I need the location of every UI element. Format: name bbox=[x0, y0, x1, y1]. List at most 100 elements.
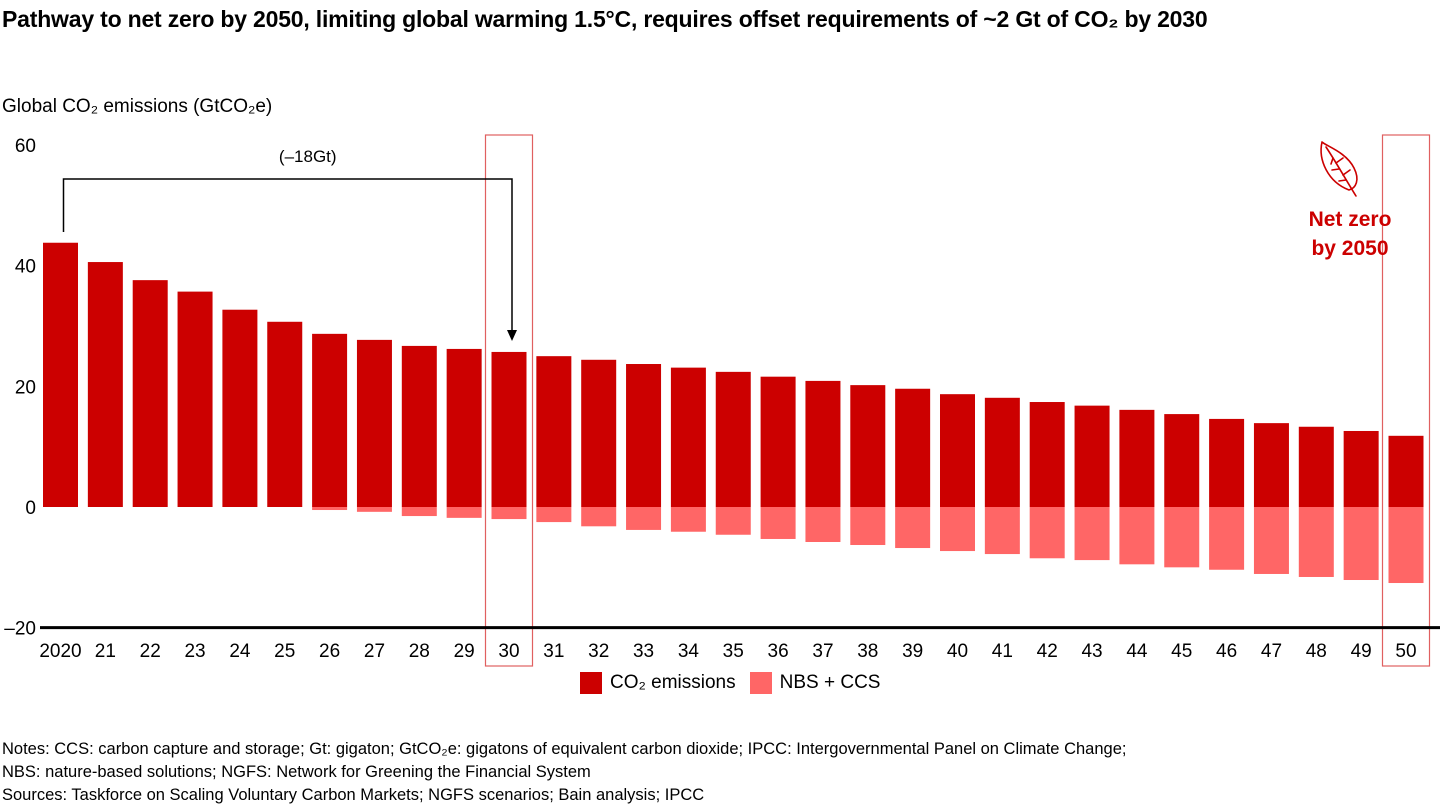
bar-co2-49 bbox=[1343, 430, 1379, 507]
bar-co2-30 bbox=[491, 351, 527, 507]
bar-co2-28 bbox=[401, 345, 437, 507]
highlight-boxes bbox=[484, 134, 1431, 667]
x-tick-label: 26 bbox=[319, 641, 340, 662]
legend-item-co2: CO₂ emissions bbox=[580, 672, 736, 694]
legend-swatch-nbs bbox=[749, 672, 772, 694]
bar-nbs-39 bbox=[895, 507, 931, 549]
legend-item-nbs: NBS + CCS bbox=[749, 672, 881, 694]
x-tick-label: 21 bbox=[95, 641, 116, 662]
x-axis-ticks: 2020 21 22 23 24 25 26 27 28 29 30 31 32 33 34 35 36 37 38… bbox=[39, 641, 1416, 662]
bar-co2-41 bbox=[984, 397, 1020, 507]
highlight-box-50 bbox=[1381, 134, 1431, 667]
y-tick-label: 20 bbox=[15, 377, 36, 398]
bar-co2-26 bbox=[312, 333, 348, 507]
x-tick-label: 34 bbox=[678, 641, 700, 662]
x-tick-label: 47 bbox=[1261, 641, 1282, 662]
x-tick-label: 32 bbox=[588, 641, 609, 662]
x-tick-label: 33 bbox=[633, 641, 654, 662]
bar-nbs-41 bbox=[984, 507, 1020, 555]
bar-nbs-33 bbox=[626, 507, 662, 530]
bar-co2-31 bbox=[536, 356, 572, 507]
bar-co2-44 bbox=[1119, 409, 1155, 507]
bar-nbs-46 bbox=[1209, 507, 1245, 570]
x-tick-label: 27 bbox=[364, 641, 385, 662]
bar-co2-39 bbox=[895, 388, 931, 507]
x-tick-label: 28 bbox=[409, 641, 430, 662]
bar-co2-2020 bbox=[43, 242, 78, 508]
chart-area: 60 40 20 0 –20 2020 21 22 23 24 25 26 27 28 29 30 31 32 3… bbox=[4, 134, 1440, 667]
bar-nbs-45 bbox=[1164, 507, 1200, 568]
highlight-box-30 bbox=[484, 134, 534, 667]
x-tick-label: 25 bbox=[274, 641, 295, 662]
bar-co2-46 bbox=[1209, 418, 1245, 507]
bar-nbs-50 bbox=[1388, 507, 1424, 584]
legend-label-nbs: NBS + CCS bbox=[779, 672, 881, 693]
y-tick-label: 0 bbox=[25, 498, 36, 519]
y-tick-label: 40 bbox=[15, 257, 36, 278]
bar-nbs-28 bbox=[401, 507, 437, 517]
notes-line-1: Notes: CCS: carbon capture and storage; … bbox=[2, 740, 1127, 758]
x-tick-label: 49 bbox=[1351, 641, 1372, 662]
x-tick-label: 2020 bbox=[39, 641, 81, 662]
bar-nbs-27 bbox=[356, 507, 392, 512]
reduction-bracket: (–18Gt) bbox=[62, 147, 517, 341]
legend-swatch-co2 bbox=[580, 672, 602, 694]
y-axis-ticks: 60 40 20 0 –20 bbox=[4, 136, 36, 640]
bar-nbs-49 bbox=[1343, 507, 1379, 581]
bar-nbs-26 bbox=[312, 507, 348, 511]
net-zero-callout: Net zero by 2050 bbox=[1300, 205, 1400, 263]
x-tick-label: 48 bbox=[1306, 641, 1327, 662]
x-tick-label: 31 bbox=[543, 641, 564, 662]
bar-co2-25 bbox=[267, 321, 303, 507]
x-tick-label: 43 bbox=[1081, 641, 1102, 662]
bar-nbs-34 bbox=[670, 507, 706, 532]
notes-line-2: NBS: nature-based solutions; NGFS: Netwo… bbox=[2, 763, 591, 781]
x-tick-label: 23 bbox=[184, 641, 205, 662]
bar-nbs-30 bbox=[491, 507, 527, 520]
legend: CO₂ emissions NBS + CCS bbox=[580, 672, 894, 694]
x-tick-label: 36 bbox=[768, 641, 789, 662]
leaf-icon bbox=[1320, 141, 1358, 197]
bar-co2-42 bbox=[1029, 402, 1065, 507]
x-tick-label: 37 bbox=[812, 641, 833, 662]
bar-nbs-29 bbox=[446, 507, 482, 518]
bar-nbs-43 bbox=[1074, 507, 1110, 561]
bar-co2-37 bbox=[805, 380, 841, 507]
bar-co2-34 bbox=[670, 367, 706, 507]
x-tick-label: 46 bbox=[1216, 641, 1237, 662]
bar-co2-45 bbox=[1164, 414, 1200, 507]
x-tick-label: 29 bbox=[454, 641, 475, 662]
y-axis-label: Global CO₂ emissions (GtCO₂e) bbox=[2, 96, 273, 117]
bar-co2-38 bbox=[850, 385, 886, 507]
x-tick-label: 45 bbox=[1171, 641, 1192, 662]
legend-label-co2: CO₂ emissions bbox=[610, 672, 736, 693]
bar-co2-33 bbox=[626, 364, 662, 507]
chart-title: Pathway to net zero by 2050, limiting gl… bbox=[2, 6, 1208, 32]
sources-line: Sources: Taskforce on Scaling Voluntary … bbox=[2, 786, 705, 804]
bar-co2-32 bbox=[581, 359, 617, 507]
x-tick-label: 30 bbox=[498, 641, 519, 662]
bar-co2-22 bbox=[132, 280, 168, 507]
bar-co2-48 bbox=[1298, 426, 1334, 507]
bar-nbs-44 bbox=[1119, 507, 1155, 565]
bar-nbs-31 bbox=[536, 507, 572, 523]
bracket-label: (–18Gt) bbox=[279, 147, 337, 166]
x-tick-label: 40 bbox=[947, 641, 968, 662]
bar-nbs-35 bbox=[715, 507, 751, 535]
bar-co2-36 bbox=[760, 376, 796, 507]
x-tick-label: 42 bbox=[1037, 641, 1058, 662]
bars bbox=[43, 242, 1424, 584]
x-tick-label: 22 bbox=[140, 641, 161, 662]
bar-co2-43 bbox=[1074, 405, 1110, 507]
x-tick-label: 39 bbox=[902, 641, 923, 662]
bar-co2-24 bbox=[222, 309, 258, 507]
bar-nbs-37 bbox=[805, 507, 841, 542]
bar-co2-23 bbox=[177, 291, 213, 507]
bar-co2-50 bbox=[1388, 435, 1424, 507]
bar-co2-35 bbox=[715, 371, 751, 507]
bar-nbs-32 bbox=[581, 507, 617, 527]
bar-nbs-38 bbox=[850, 507, 886, 546]
net-zero-line1: Net zero bbox=[1308, 208, 1392, 231]
bar-co2-40 bbox=[940, 394, 975, 507]
x-tick-label: 41 bbox=[992, 641, 1013, 662]
